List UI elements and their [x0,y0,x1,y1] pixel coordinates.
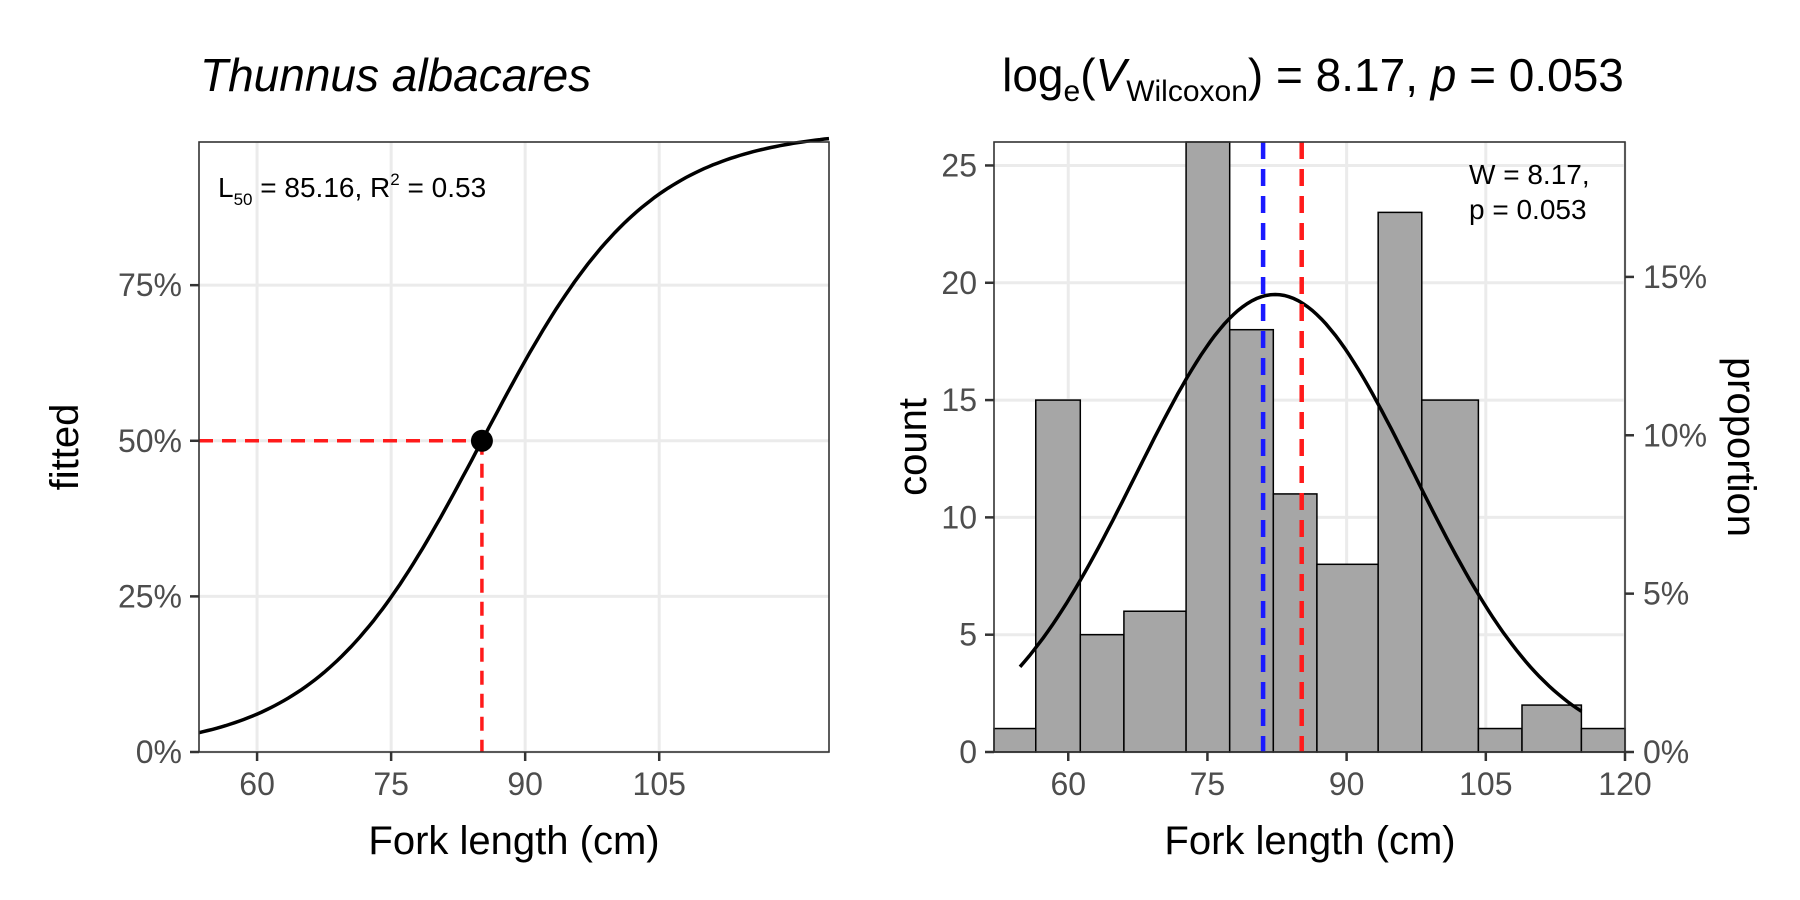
left-x-tick-label: 75 [373,766,409,802]
right-y-axis-title: count [891,398,935,496]
right-y2-tick-label: 15% [1643,259,1707,295]
right-y2-tick-label: 5% [1643,576,1689,612]
right-x-axis-title: Fork length (cm) [1164,819,1455,863]
left-axis-ticks: 60 75 90 105 0% 25% 50% 75% [118,267,686,802]
w-annotation-line-1: W = 8.17, [1469,159,1590,190]
logistic-fit-curve [198,136,830,735]
left-y-tick-label: 50% [118,423,182,459]
histogram-bar [1580,727,1626,753]
right-x-tick-label: 90 [1329,766,1365,802]
left-chart-title: Thunnus albacares [200,49,591,101]
histogram-bar [1185,141,1231,753]
fitted-curve-panel: Thunnus albacares 60 75 90 105 0% 25% 50% 75% L… [43,49,830,863]
l50-point [470,429,493,452]
histogram-bar [1035,399,1082,753]
right-x-tick-label: 120 [1598,766,1651,802]
histogram-bar [1228,328,1275,753]
histogram-bar [993,727,1037,753]
right-y2-tick-label: 0% [1643,734,1689,770]
right-x-tick-label: 75 [1190,766,1226,802]
right-x-tick-label: 105 [1459,766,1512,802]
left-x-tick-label: 60 [239,766,275,802]
w-annotation-line-2: p = 0.053 [1469,194,1587,225]
histogram-bar [1272,493,1318,753]
histogram-bar [1477,727,1523,753]
left-x-tick-label: 105 [633,766,686,802]
left-y-axis-title: fitted [43,404,87,491]
left-x-axis-title: Fork length (cm) [368,819,659,863]
left-curve-group [198,136,830,735]
histogram-bar [1377,211,1423,753]
right-y-tick-label: 15 [941,382,977,418]
left-reference-lines [199,439,484,752]
l50-annotation: L50 = 85.16, R2 = 0.53 [218,170,486,209]
left-gridlines [199,142,829,754]
left-y-tick-label: 75% [118,267,182,303]
left-plot-frame [198,141,830,753]
right-secondary-y-axis-title: proportion [1719,357,1763,537]
histogram-panel: loge(VWilcoxon) = 8.17, p = 0.053 60 75 90… [891,49,1763,863]
left-y-tick-label: 0% [136,734,182,770]
right-axis-ticks: 60 75 90 105 120 0 5 10 15 20 25 0% 5% 10% 15% [941,147,1707,802]
right-chart-title: loge(VWilcoxon) = 8.17, p = 0.053 [1002,49,1624,108]
right-plot-frame [993,141,1626,753]
right-y2-tick-label: 10% [1643,417,1707,453]
histogram-bar [1521,704,1583,753]
histogram-bar [1316,563,1379,753]
right-vertical-lines [1260,142,1304,752]
right-y-tick-label: 20 [941,265,977,301]
right-x-tick-label: 60 [1050,766,1086,802]
histogram-bar [1079,633,1125,753]
left-x-tick-label: 90 [507,766,543,802]
right-y-tick-label: 5 [959,617,977,653]
histogram-bar [1421,399,1480,753]
right-y-tick-label: 10 [941,499,977,535]
left-y-tick-label: 25% [118,578,182,614]
right-y-tick-label: 0 [959,734,977,770]
right-density-group [1018,292,1583,713]
right-y-tick-label: 25 [941,147,977,183]
histogram-bars [993,141,1626,753]
histogram-bar [1123,610,1187,753]
normal-density-curve [1018,292,1583,713]
